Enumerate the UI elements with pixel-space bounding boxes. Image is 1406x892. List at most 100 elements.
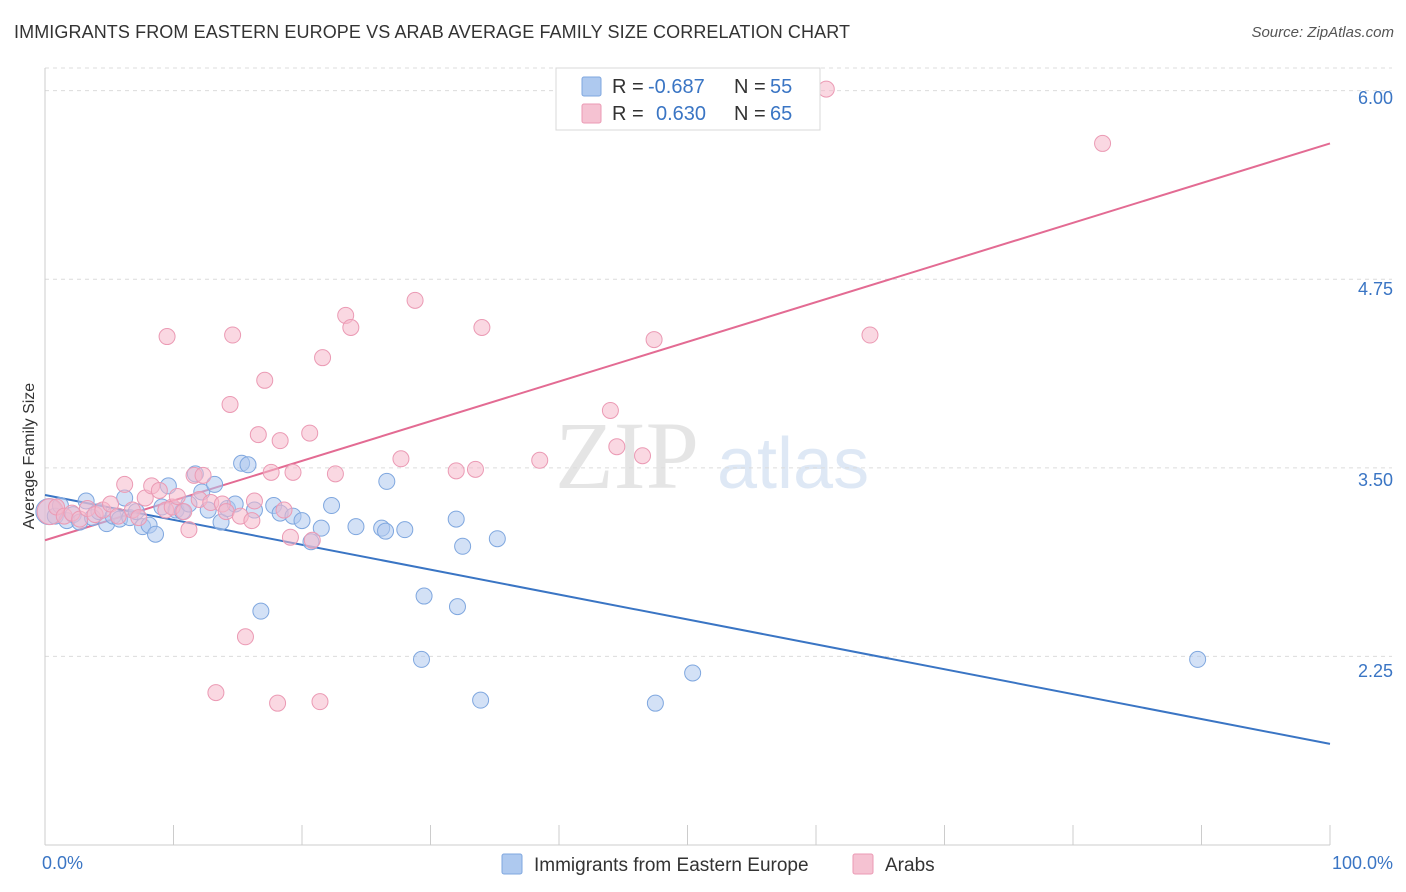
y-tick-label: 4.75 — [1358, 279, 1393, 299]
data-point — [466, 460, 484, 478]
legend-r-label: R = — [612, 76, 644, 98]
data-point — [109, 507, 127, 525]
data-point — [168, 487, 186, 505]
data-points — [35, 80, 1207, 712]
y-axis-label: Average Family Size — [21, 383, 38, 530]
data-point — [323, 497, 341, 515]
data-point — [342, 319, 360, 337]
data-point — [601, 401, 619, 419]
data-point — [347, 518, 365, 536]
data-point — [684, 664, 702, 682]
data-point — [284, 463, 302, 481]
data-point — [531, 451, 549, 469]
data-point — [392, 450, 410, 468]
data-point — [326, 465, 344, 483]
data-point — [221, 395, 239, 413]
watermark-zip: ZIP — [555, 402, 699, 509]
x-tick-label: 100.0% — [1332, 853, 1393, 873]
legend-swatch-pink — [581, 103, 602, 124]
data-point — [262, 463, 280, 481]
data-point — [252, 602, 270, 620]
legend-swatch-blue — [581, 76, 602, 97]
data-point — [239, 456, 257, 474]
data-point — [116, 475, 134, 493]
data-point — [472, 691, 490, 709]
data-point — [158, 328, 176, 346]
data-point — [378, 472, 396, 490]
data-point — [415, 587, 433, 605]
data-point — [447, 462, 465, 480]
legend-n-label: N = — [734, 103, 766, 125]
data-point — [271, 432, 289, 450]
data-point — [314, 349, 332, 367]
data-point — [454, 537, 472, 555]
data-point — [194, 466, 212, 484]
legend-n-label: N = — [734, 76, 766, 98]
data-point — [224, 326, 242, 344]
data-point — [102, 495, 120, 513]
data-point — [243, 512, 261, 530]
legend-swatch-arabs — [852, 853, 874, 875]
legend-label-arabs: Arabs — [885, 855, 935, 876]
trend-line-arabs — [44, 142, 1331, 542]
data-point — [447, 510, 465, 528]
data-point — [281, 528, 299, 546]
data-point — [608, 438, 626, 456]
data-point — [645, 331, 663, 349]
data-point — [413, 650, 431, 668]
legend-label-eastern-europe: Immigrants from Eastern Europe — [534, 855, 809, 876]
chart-title: IMMIGRANTS FROM EASTERN EUROPE VS ARAB A… — [14, 22, 851, 42]
trend-lines — [44, 142, 1331, 745]
data-point — [130, 509, 148, 527]
correlation-legend: R = -0.687 N = 55 R = 0.630 N = 65 — [555, 67, 821, 131]
data-point — [180, 521, 198, 539]
data-point — [206, 475, 224, 493]
data-point — [256, 371, 274, 389]
source-label: Source: ZipAtlas.com — [1251, 24, 1394, 41]
data-point — [488, 530, 506, 548]
legend-n-value-blue: 55 — [770, 76, 792, 98]
data-point — [311, 693, 329, 711]
data-point — [646, 694, 664, 712]
data-point — [207, 684, 225, 702]
data-point — [473, 319, 491, 337]
legend-r-value-pink: 0.630 — [656, 103, 706, 125]
legend-n-value-pink: 65 — [770, 103, 792, 125]
legend-swatch-eastern-europe — [501, 853, 523, 875]
data-point — [175, 503, 193, 521]
data-point — [301, 424, 319, 442]
data-point — [634, 447, 652, 465]
data-point — [245, 492, 263, 510]
data-point — [396, 521, 414, 539]
data-point — [377, 522, 395, 540]
trend-line-eastern-europe — [44, 493, 1331, 745]
data-point — [1189, 650, 1207, 668]
y-tick-label: 6.00 — [1358, 88, 1393, 108]
series-arabs — [36, 80, 1112, 712]
data-point — [861, 326, 879, 344]
data-point — [293, 512, 311, 530]
watermark: ZIP atlas — [555, 402, 869, 509]
data-point — [236, 628, 254, 646]
y-tick-label: 3.50 — [1358, 470, 1393, 490]
data-point — [217, 503, 235, 521]
data-point — [1094, 134, 1112, 152]
data-point — [147, 525, 165, 543]
watermark-atlas: atlas — [717, 424, 869, 504]
axes — [44, 68, 1331, 846]
series-legend: Immigrants from Eastern Europe Arabs — [501, 853, 935, 876]
data-point — [312, 519, 330, 537]
legend-r-label: R = — [612, 103, 644, 125]
data-point — [817, 80, 835, 98]
x-tick-label: 0.0% — [42, 853, 83, 873]
data-point — [303, 531, 321, 549]
data-point — [406, 291, 424, 309]
data-point — [448, 598, 466, 616]
y-tick-label: 2.25 — [1358, 661, 1393, 681]
data-point — [150, 481, 168, 499]
data-point — [249, 426, 267, 444]
legend-r-value-blue: -0.687 — [648, 76, 705, 98]
data-point — [269, 694, 287, 712]
gridlines — [45, 67, 1392, 657]
